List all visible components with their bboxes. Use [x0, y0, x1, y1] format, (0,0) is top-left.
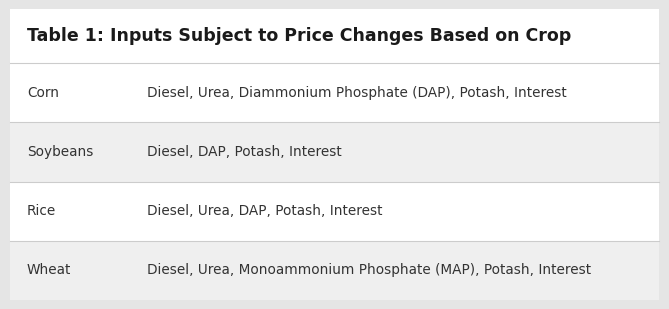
Text: Diesel, Urea, DAP, Potash, Interest: Diesel, Urea, DAP, Potash, Interest — [147, 204, 383, 218]
Bar — [10, 241, 659, 300]
Text: Rice: Rice — [27, 204, 56, 218]
Text: Corn: Corn — [27, 86, 59, 100]
Bar — [10, 122, 659, 181]
Bar — [10, 63, 659, 122]
Text: Diesel, DAP, Potash, Interest: Diesel, DAP, Potash, Interest — [147, 145, 342, 159]
Text: Soybeans: Soybeans — [27, 145, 93, 159]
Text: Wheat: Wheat — [27, 263, 71, 277]
Text: Diesel, Urea, Diammonium Phosphate (DAP), Potash, Interest: Diesel, Urea, Diammonium Phosphate (DAP)… — [147, 86, 567, 100]
Bar — [10, 182, 659, 241]
Bar — [10, 9, 659, 63]
Text: Diesel, Urea, Monoammonium Phosphate (MAP), Potash, Interest: Diesel, Urea, Monoammonium Phosphate (MA… — [147, 263, 591, 277]
Text: Table 1: Inputs Subject to Price Changes Based on Crop: Table 1: Inputs Subject to Price Changes… — [27, 27, 571, 45]
